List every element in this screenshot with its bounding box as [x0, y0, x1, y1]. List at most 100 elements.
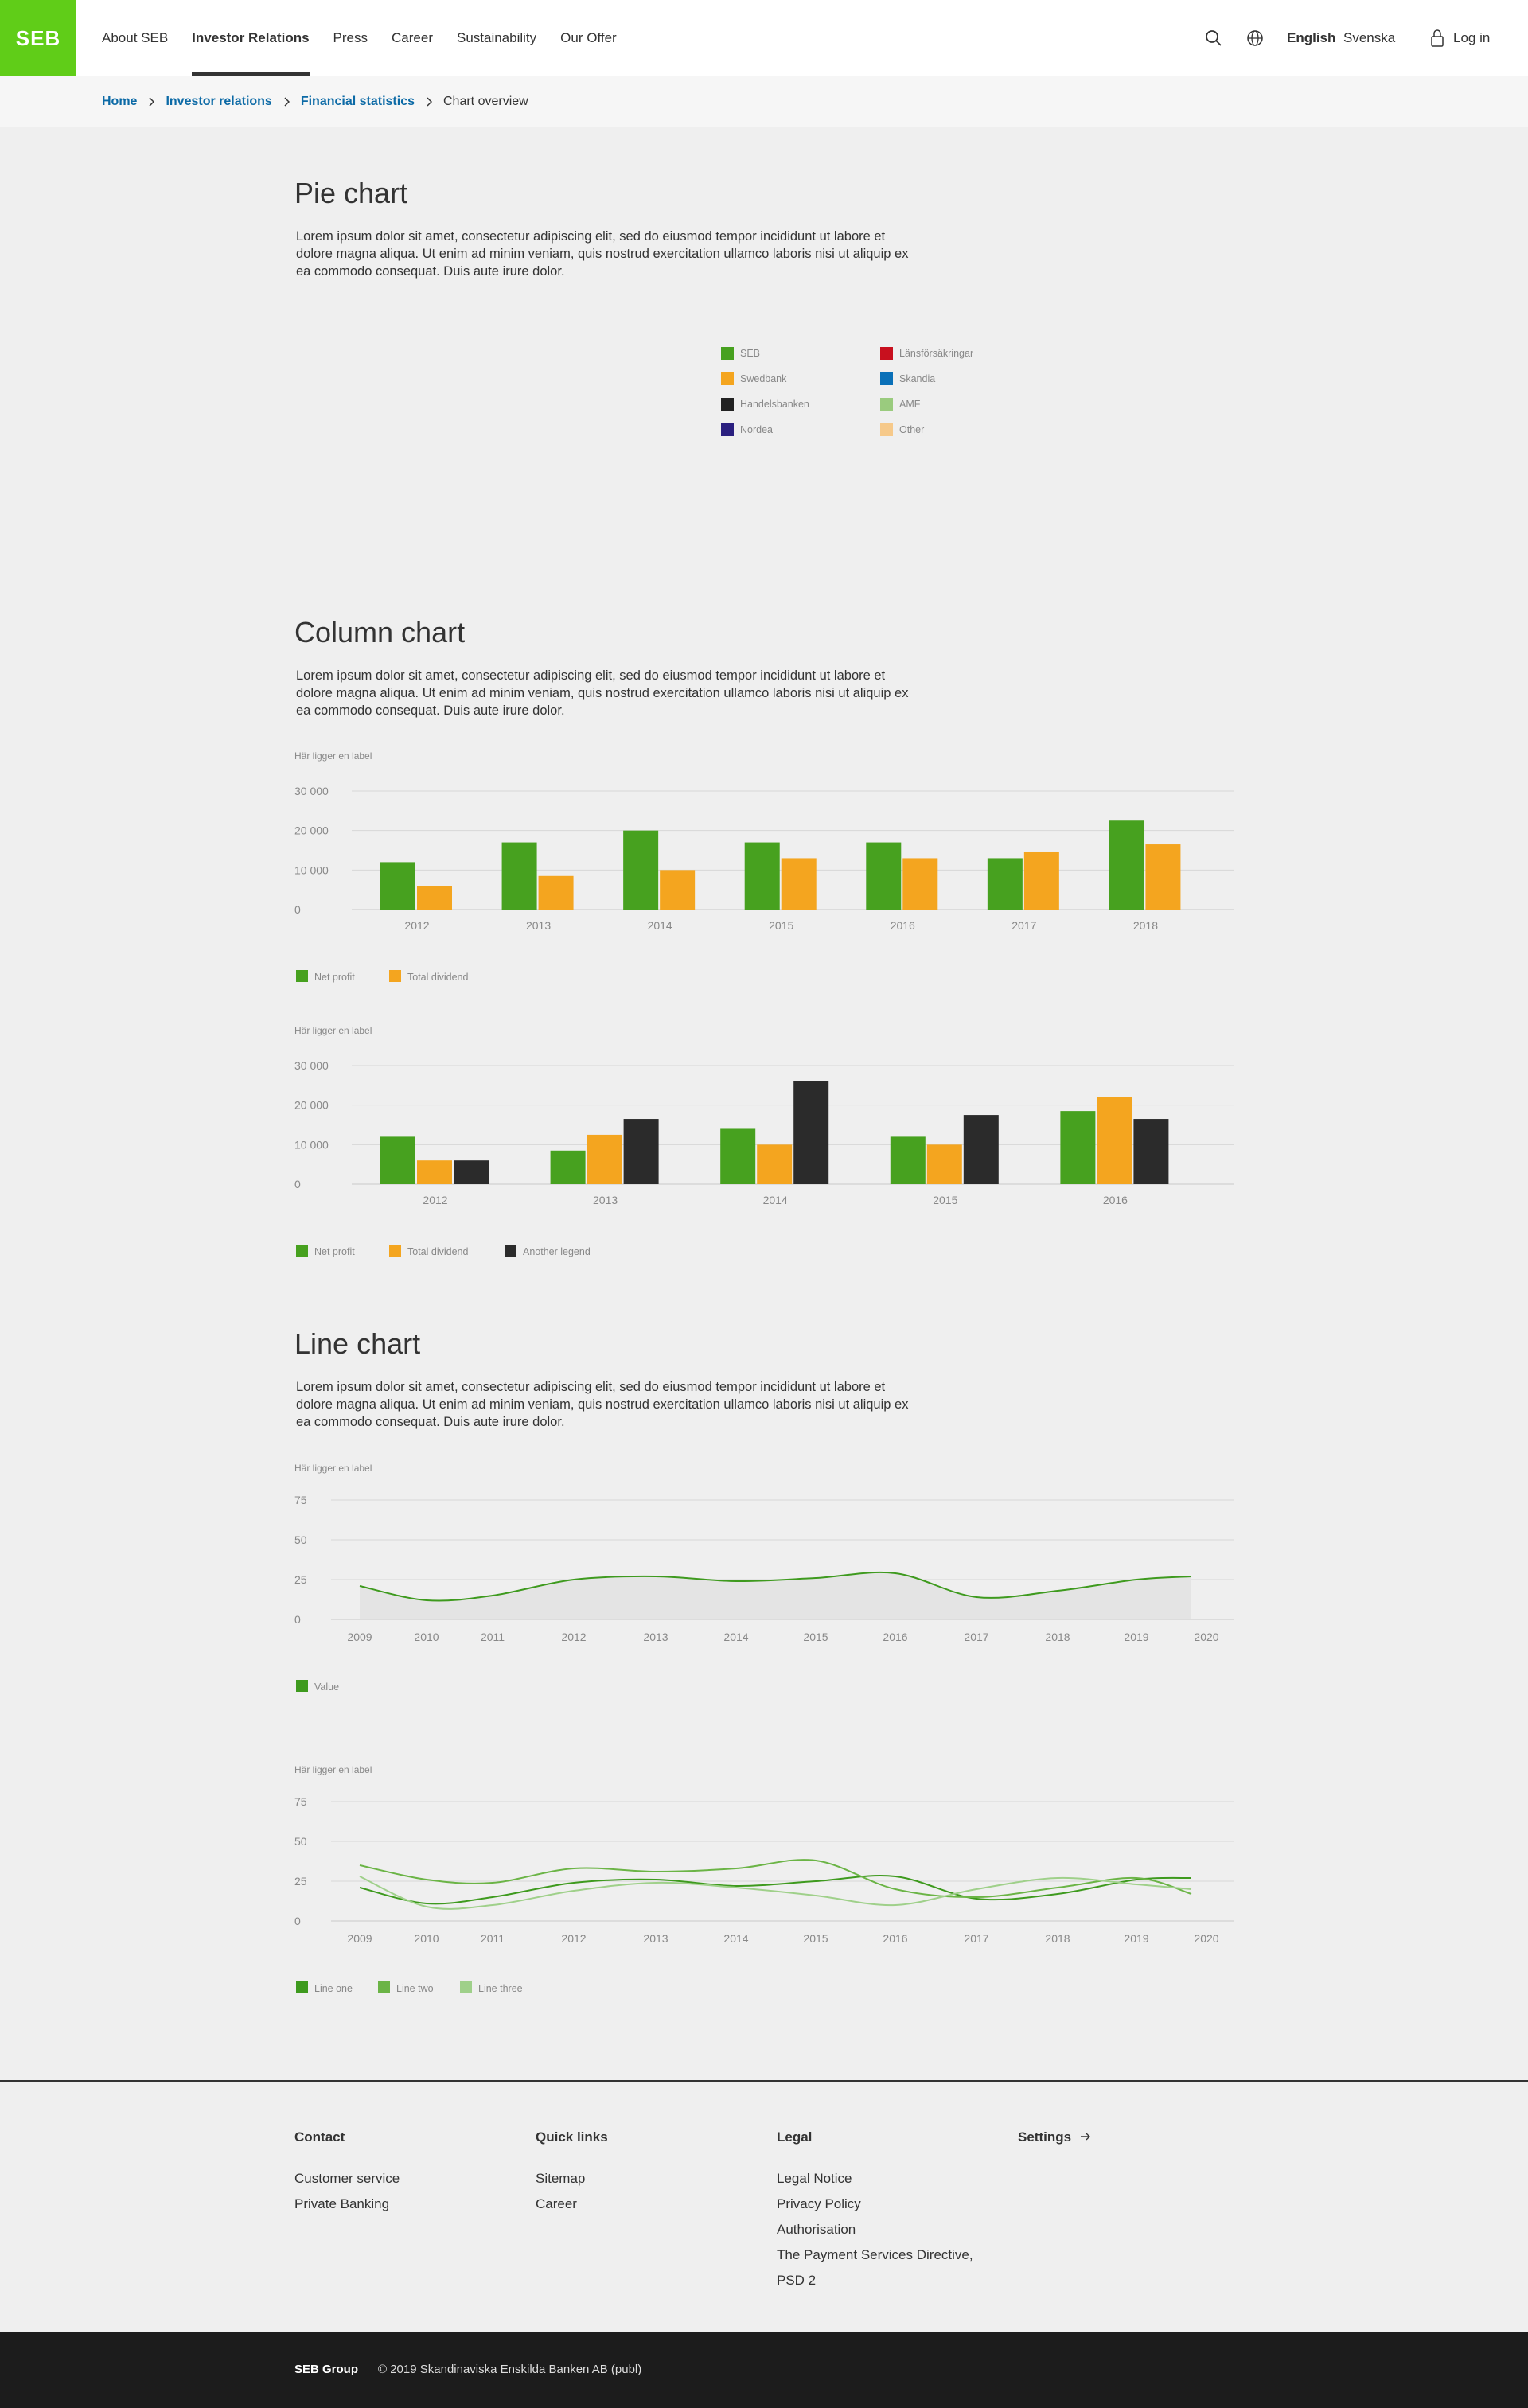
lang-svenska[interactable]: Svenska — [1343, 30, 1396, 45]
bar — [380, 1136, 415, 1184]
bar — [660, 870, 696, 910]
seb-logo[interactable]: SEB — [0, 0, 76, 76]
nav-press[interactable]: Press — [333, 30, 368, 45]
chart-label: Här ligger en label — [294, 1025, 372, 1036]
bar — [1023, 851, 1059, 910]
nav-sustainability[interactable]: Sustainability — [456, 30, 537, 45]
breadcrumb-home[interactable]: Home — [102, 95, 138, 108]
bar — [757, 1144, 793, 1184]
footer-link-private-banking[interactable]: Private Banking — [294, 2196, 390, 2211]
footer-link-psd[interactable]: The Payment Services Directive, — [777, 2247, 973, 2262]
footer-heading: Contact — [294, 2129, 345, 2145]
x-tick-label: 2009 — [347, 1631, 372, 1643]
x-tick-label: 2019 — [1124, 1631, 1148, 1643]
chevron-right-icon — [427, 97, 432, 107]
footer-link-customer-service[interactable]: Customer service — [294, 2171, 400, 2186]
legend-label: Another legend — [523, 1246, 591, 1257]
column-chart-2: Här ligger en label 0 10 000 20 000 30 000 20… — [294, 1025, 1234, 1257]
bar — [380, 862, 415, 910]
footer-link-authorisation[interactable]: Authorisation — [777, 2222, 856, 2237]
column-chart-1: Här ligger en label 0 10 000 20 000 30 000 20… — [294, 750, 1234, 983]
footer-link-career[interactable]: Career — [536, 2196, 577, 2211]
chart-label: Här ligger en label — [294, 1463, 372, 1474]
x-tick-label: 2018 — [1045, 1932, 1070, 1945]
footer-contact: Contact Customer service Private Banking — [294, 2129, 501, 2217]
legend-label: Value — [314, 1681, 339, 1693]
legend-label: Nordea — [740, 424, 773, 435]
pie-legend-item: Handelsbanken — [721, 398, 809, 411]
legend-label: Swedbank — [740, 373, 787, 384]
nav-investor-relations[interactable]: Investor Relations — [192, 0, 310, 76]
lang-english[interactable]: English — [1287, 30, 1336, 45]
settings-link[interactable]: Settings — [1018, 2129, 1091, 2145]
nav-our-offer[interactable]: Our Offer — [560, 30, 617, 45]
settings-label: Settings — [1018, 2129, 1072, 2145]
x-tick-label: 2017 — [964, 1631, 988, 1643]
bar — [902, 858, 938, 910]
legend-swatch — [378, 1981, 390, 1993]
nav-career[interactable]: Career — [392, 30, 433, 45]
seb-group-link[interactable]: SEB Group — [294, 2363, 359, 2376]
footer-link-legal-notice[interactable]: Legal Notice — [777, 2171, 852, 2186]
legend-swatch — [880, 398, 893, 411]
breadcrumb-investor-relations[interactable]: Investor relations — [166, 95, 272, 108]
footer-link-privacy-policy[interactable]: Privacy Policy — [777, 2196, 861, 2211]
login-link[interactable]: Log in — [1453, 30, 1491, 45]
x-tick-label: 2011 — [481, 1631, 505, 1643]
bar — [1133, 1119, 1169, 1184]
legend-swatch — [721, 423, 734, 436]
bar — [866, 842, 902, 910]
lock-icon[interactable] — [1429, 29, 1445, 48]
y-tick-label: 20 000 — [294, 1099, 329, 1112]
x-tick-label: 2011 — [481, 1932, 505, 1945]
x-tick-label: 2015 — [769, 919, 793, 932]
y-tick-label: 75 — [294, 1494, 307, 1506]
legend-label: Line one — [314, 1983, 353, 1994]
x-tick-label: 2020 — [1194, 1631, 1218, 1643]
y-tick-label: 50 — [294, 1533, 307, 1546]
legend-label: SEB — [740, 348, 761, 359]
breadcrumb: Home Investor relations Financial statis… — [102, 76, 528, 127]
footer-link-psd2[interactable]: PSD 2 — [777, 2273, 817, 2288]
bar — [1145, 844, 1181, 910]
pie-section-title: Pie chart — [294, 177, 408, 209]
line-chart-1: Här ligger en label 0 25 50 75 2009 2010 2011 20… — [294, 1463, 1234, 1693]
x-tick-label: 2020 — [1194, 1932, 1218, 1945]
y-tick-label: 25 — [294, 1573, 307, 1586]
y-tick-label: 10 000 — [294, 1138, 329, 1151]
legend-swatch — [721, 398, 734, 411]
breadcrumb-bar: Home Investor relations Financial statis… — [0, 76, 1528, 127]
chart-label: Här ligger en label — [294, 1764, 372, 1775]
legend-swatch — [389, 1245, 401, 1257]
legend-label: Total dividend — [407, 972, 468, 983]
bar — [1060, 1111, 1096, 1184]
x-tick-label: 2009 — [347, 1932, 372, 1945]
x-tick-label: 2014 — [763, 1194, 788, 1206]
x-tick-label: 2018 — [1133, 919, 1158, 932]
nav-about-seb[interactable]: About SEB — [102, 30, 169, 45]
x-tick-label: 2014 — [723, 1932, 748, 1945]
pie-legend-item: Other — [880, 423, 924, 436]
legend-swatch — [721, 347, 734, 360]
bar — [744, 842, 780, 910]
bar — [987, 858, 1023, 910]
x-tick-label: 2017 — [1012, 919, 1036, 932]
x-tick-label: 2012 — [561, 1932, 586, 1945]
bar — [963, 1115, 999, 1184]
x-tick-label: 2010 — [414, 1631, 439, 1643]
footer-quick-links: Quick links Sitemap Career — [536, 2129, 743, 2217]
x-tick-label: 2010 — [414, 1932, 439, 1945]
line-chart-2: Här ligger en label 0 25 50 75 2009 2010 2011 20… — [294, 1764, 1234, 1994]
chevron-right-icon — [284, 97, 290, 107]
bar — [417, 886, 452, 910]
x-tick-label: 2018 — [1045, 1631, 1070, 1643]
x-tick-label: 2012 — [561, 1631, 586, 1643]
x-tick-label: 2013 — [526, 919, 551, 932]
footer-link-sitemap[interactable]: Sitemap — [536, 2171, 586, 2186]
breadcrumb-financial-statistics[interactable]: Financial statistics — [300, 95, 415, 108]
search-icon[interactable] — [1204, 29, 1223, 48]
globe-icon[interactable] — [1245, 29, 1265, 48]
pie-legend-item: Swedbank — [721, 372, 786, 385]
legend-swatch — [296, 1245, 308, 1257]
breadcrumb-current: Chart overview — [443, 95, 528, 108]
